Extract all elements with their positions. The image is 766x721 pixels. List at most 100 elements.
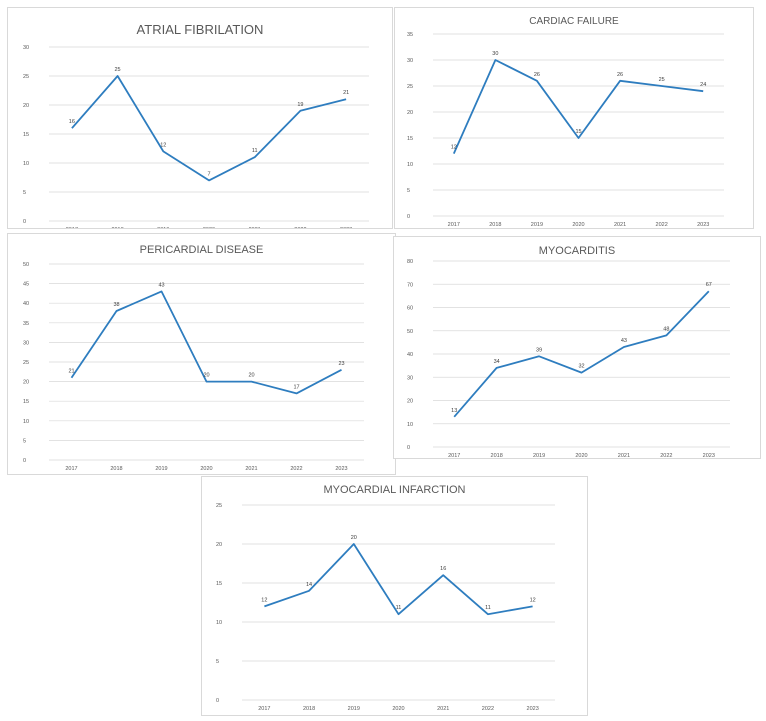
x-tick-label: 2018 — [110, 466, 122, 472]
series-line — [264, 543, 533, 616]
x-tick-label: 2020 — [200, 466, 212, 472]
chart-title: MYOCARDITIS — [539, 245, 615, 257]
chart-svg: CARDIAC FAILURE 0 5 10 15 20 25 30 35 2017 2018 201… — [407, 16, 724, 228]
data-label: 67 — [706, 282, 712, 288]
y-tick-label: 25 — [23, 360, 29, 366]
x-tick-label: 2017 — [448, 453, 460, 458]
x-tick-label: 2017 — [65, 466, 77, 472]
data-label: 26 — [617, 72, 623, 78]
data-label: 14 — [306, 582, 312, 588]
y-tick-label: 20 — [23, 103, 29, 109]
chart-title: ATRIAL FIBRILATION — [137, 22, 264, 37]
data-label: 12 — [160, 142, 166, 148]
x-tick-label: 2021 — [614, 222, 626, 228]
data-label: 16 — [440, 566, 446, 572]
x-tick-label: 2019 — [531, 222, 543, 228]
y-tick-label: 10 — [23, 161, 29, 167]
x-tick-label: 2022 — [294, 227, 306, 228]
x-tick-label: 2022 — [660, 453, 672, 458]
chart-panel-atrial-fibrilation: ATRIAL FIBRILATION 0 5 10 15 20 25 30 2017 2018 20… — [7, 7, 393, 229]
chart-title: PERICARDIAL DISEASE — [140, 244, 264, 256]
chart-title: CARDIAC FAILURE — [529, 16, 619, 27]
y-tick-label: 5 — [23, 190, 26, 196]
series-line — [70, 290, 342, 395]
y-tick-label: 50 — [23, 262, 29, 268]
y-tick-label: 5 — [23, 438, 26, 444]
y-tick-label: 20 — [407, 399, 413, 405]
y-tick-label: 0 — [407, 445, 410, 451]
data-label: 12 — [451, 145, 457, 151]
x-tick-label: 2019 — [155, 466, 167, 472]
y-tick-label: 30 — [23, 45, 29, 51]
x-tick-label: 2022 — [482, 706, 494, 712]
y-tick-label: 15 — [407, 136, 413, 142]
x-tick-label: 2018 — [491, 453, 503, 458]
data-label: 30 — [492, 51, 498, 57]
x-tick-label: 2023 — [703, 453, 715, 458]
data-label: 32 — [578, 364, 584, 370]
y-tick-label: 40 — [407, 352, 413, 358]
data-label: 21 — [68, 369, 74, 375]
y-tick-label: 60 — [407, 306, 413, 312]
chart-svg: MYOCARDIAL INFARCTION 0 5 10 15 20 25 2017 2018 2… — [216, 484, 555, 712]
chart-panel-cardiac-failure: CARDIAC FAILURE 0 5 10 15 20 25 30 35 2017 2018 201… — [394, 7, 754, 229]
data-label: 12 — [261, 597, 267, 603]
data-label: 34 — [494, 359, 500, 365]
data-label: 24 — [700, 82, 706, 88]
x-tick-label: 2019 — [533, 453, 545, 458]
x-tick-label: 2021 — [618, 453, 630, 458]
y-tick-label: 25 — [407, 84, 413, 90]
y-tick-label: 0 — [407, 214, 410, 220]
y-tick-label: 40 — [23, 301, 29, 307]
x-tick-label: 2018 — [111, 227, 123, 228]
data-label: 43 — [158, 282, 164, 288]
y-tick-label: 35 — [23, 321, 29, 327]
x-tick-label: 2021 — [249, 227, 261, 228]
x-tick-label: 2017 — [258, 706, 270, 712]
y-tick-label: 25 — [216, 503, 222, 509]
data-label: 11 — [396, 605, 402, 611]
data-label: 20 — [351, 535, 357, 541]
y-tick-label: 30 — [407, 58, 413, 64]
y-tick-label: 0 — [23, 219, 26, 225]
data-label: 25 — [115, 67, 121, 73]
x-tick-label: 2021 — [437, 706, 449, 712]
y-tick-label: 20 — [407, 110, 413, 116]
y-tick-label: 10 — [216, 620, 222, 626]
x-tick-label: 2022 — [656, 222, 668, 228]
y-tick-label: 0 — [216, 698, 219, 704]
series-line — [453, 290, 710, 418]
data-label: 43 — [621, 338, 627, 344]
x-tick-label: 2023 — [697, 222, 709, 228]
data-label: 23 — [338, 361, 344, 367]
y-tick-label: 5 — [407, 188, 410, 194]
data-label: 21 — [343, 90, 349, 96]
chart-svg: MYOCARDITIS 0 10 20 30 40 50 60 70 80 2017 2018 2019… — [407, 245, 730, 458]
y-tick-label: 50 — [407, 329, 413, 335]
y-tick-label: 25 — [23, 74, 29, 80]
y-tick-label: 30 — [407, 375, 413, 381]
data-label: 13 — [451, 408, 457, 414]
data-label: 19 — [297, 102, 303, 108]
y-tick-label: 20 — [216, 542, 222, 548]
x-tick-label: 2020 — [203, 227, 215, 228]
chart-panel-myocardial-infarction: MYOCARDIAL INFARCTION 0 5 10 15 20 25 2017 2018 2… — [201, 476, 588, 716]
data-label: 39 — [536, 347, 542, 353]
x-tick-label: 2023 — [340, 227, 352, 228]
y-tick-label: 15 — [23, 399, 29, 405]
y-tick-label: 10 — [407, 422, 413, 428]
chart-svg: ATRIAL FIBRILATION 0 5 10 15 20 25 30 2017 2018 20… — [23, 22, 369, 228]
x-tick-label: 2020 — [572, 222, 584, 228]
y-tick-label: 15 — [216, 581, 222, 587]
y-tick-label: 5 — [216, 659, 219, 665]
x-tick-label: 2019 — [157, 227, 169, 228]
chart-title: MYOCARDIAL INFARCTION — [324, 484, 466, 496]
data-label: 16 — [69, 119, 75, 125]
y-tick-label: 35 — [407, 32, 413, 38]
data-label: 11 — [485, 605, 491, 611]
x-tick-label: 2018 — [489, 222, 501, 228]
data-label: 25 — [659, 77, 665, 83]
series-line — [452, 59, 704, 154]
data-label: 38 — [113, 302, 119, 308]
x-tick-label: 2019 — [348, 706, 360, 712]
